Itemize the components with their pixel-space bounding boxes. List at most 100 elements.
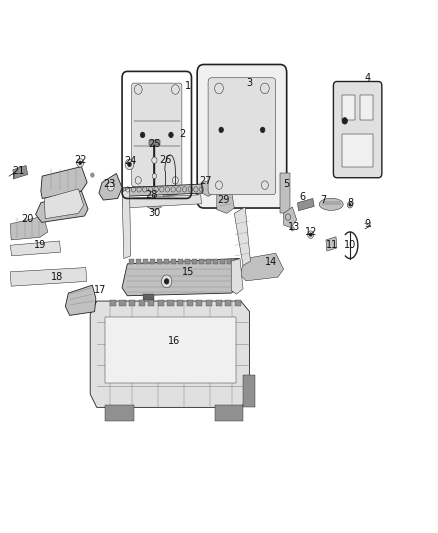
Text: 11: 11 [326,240,339,250]
Polygon shape [297,198,314,211]
Polygon shape [122,188,131,259]
Text: 2: 2 [179,128,185,139]
Text: 14: 14 [265,257,278,267]
Text: 9: 9 [364,219,371,229]
Circle shape [261,127,265,133]
Bar [185,259,190,264]
FancyBboxPatch shape [208,78,276,195]
Bar [148,300,154,306]
Bar [171,259,176,264]
Bar [196,300,202,306]
Ellipse shape [319,198,343,211]
Text: 10: 10 [344,240,356,250]
Text: 15: 15 [182,267,194,277]
Polygon shape [240,253,284,281]
Bar [120,300,126,306]
Circle shape [128,163,131,166]
Circle shape [161,275,172,288]
Text: 5: 5 [283,179,290,189]
Polygon shape [217,189,234,213]
Bar [215,405,243,421]
Text: 12: 12 [304,227,317,237]
Polygon shape [284,207,297,228]
FancyBboxPatch shape [132,83,182,187]
Bar [220,259,225,264]
Text: 24: 24 [125,156,137,166]
Bar [342,134,373,167]
Bar [215,300,222,306]
Polygon shape [123,184,202,196]
FancyBboxPatch shape [333,82,382,177]
Polygon shape [44,189,84,219]
Text: 29: 29 [217,195,230,205]
Text: 25: 25 [148,139,161,149]
Circle shape [77,159,84,167]
Circle shape [152,173,156,179]
Bar [342,95,355,120]
Polygon shape [163,188,177,196]
Bar [177,300,183,306]
Circle shape [347,201,353,208]
Bar [157,259,162,264]
Circle shape [307,231,314,238]
Polygon shape [11,268,87,286]
Bar [130,259,134,264]
Circle shape [164,279,169,284]
Bar [150,259,155,264]
Polygon shape [326,237,337,251]
Circle shape [342,118,347,124]
Bar [137,259,141,264]
Text: 16: 16 [168,336,180,346]
Bar [110,300,116,306]
Bar [206,300,212,306]
Bar [227,259,232,264]
Polygon shape [41,166,87,198]
Polygon shape [13,165,28,179]
Bar [164,259,169,264]
Bar [243,375,255,407]
Polygon shape [148,200,161,211]
Bar [143,294,154,300]
Bar [187,300,193,306]
Text: 21: 21 [12,166,25,176]
Text: 28: 28 [145,190,158,200]
Text: 26: 26 [159,155,172,165]
Bar [178,259,183,264]
Text: 27: 27 [199,176,211,187]
Bar [192,259,197,264]
Bar [199,259,204,264]
Circle shape [169,132,173,138]
Text: 18: 18 [50,272,63,282]
Text: 19: 19 [34,240,46,250]
Text: 30: 30 [148,208,160,219]
Text: 8: 8 [347,198,353,208]
FancyBboxPatch shape [197,64,287,208]
Text: 17: 17 [94,286,106,295]
Bar [235,300,241,306]
Text: 7: 7 [321,195,327,205]
Text: 22: 22 [74,155,87,165]
Circle shape [309,233,312,236]
Text: 20: 20 [21,214,34,224]
Circle shape [290,227,294,231]
Bar [144,259,148,264]
Bar [158,300,164,306]
Bar [213,259,218,264]
Bar [139,300,145,306]
Polygon shape [11,216,48,240]
Text: 1: 1 [185,81,191,91]
Text: 6: 6 [299,192,305,203]
Polygon shape [11,241,60,256]
Polygon shape [231,259,243,294]
Circle shape [79,161,81,165]
Polygon shape [65,285,96,316]
Polygon shape [90,301,250,407]
Circle shape [349,204,351,206]
Text: 23: 23 [103,179,115,189]
Polygon shape [234,207,251,265]
Bar [360,95,373,120]
Circle shape [152,157,157,164]
Circle shape [141,132,145,138]
Circle shape [91,173,94,177]
Polygon shape [280,173,290,213]
